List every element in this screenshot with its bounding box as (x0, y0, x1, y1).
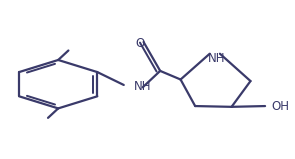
Text: NH: NH (134, 80, 151, 93)
Text: OH: OH (271, 100, 289, 113)
Text: NH: NH (208, 52, 226, 65)
Text: O: O (135, 37, 145, 50)
